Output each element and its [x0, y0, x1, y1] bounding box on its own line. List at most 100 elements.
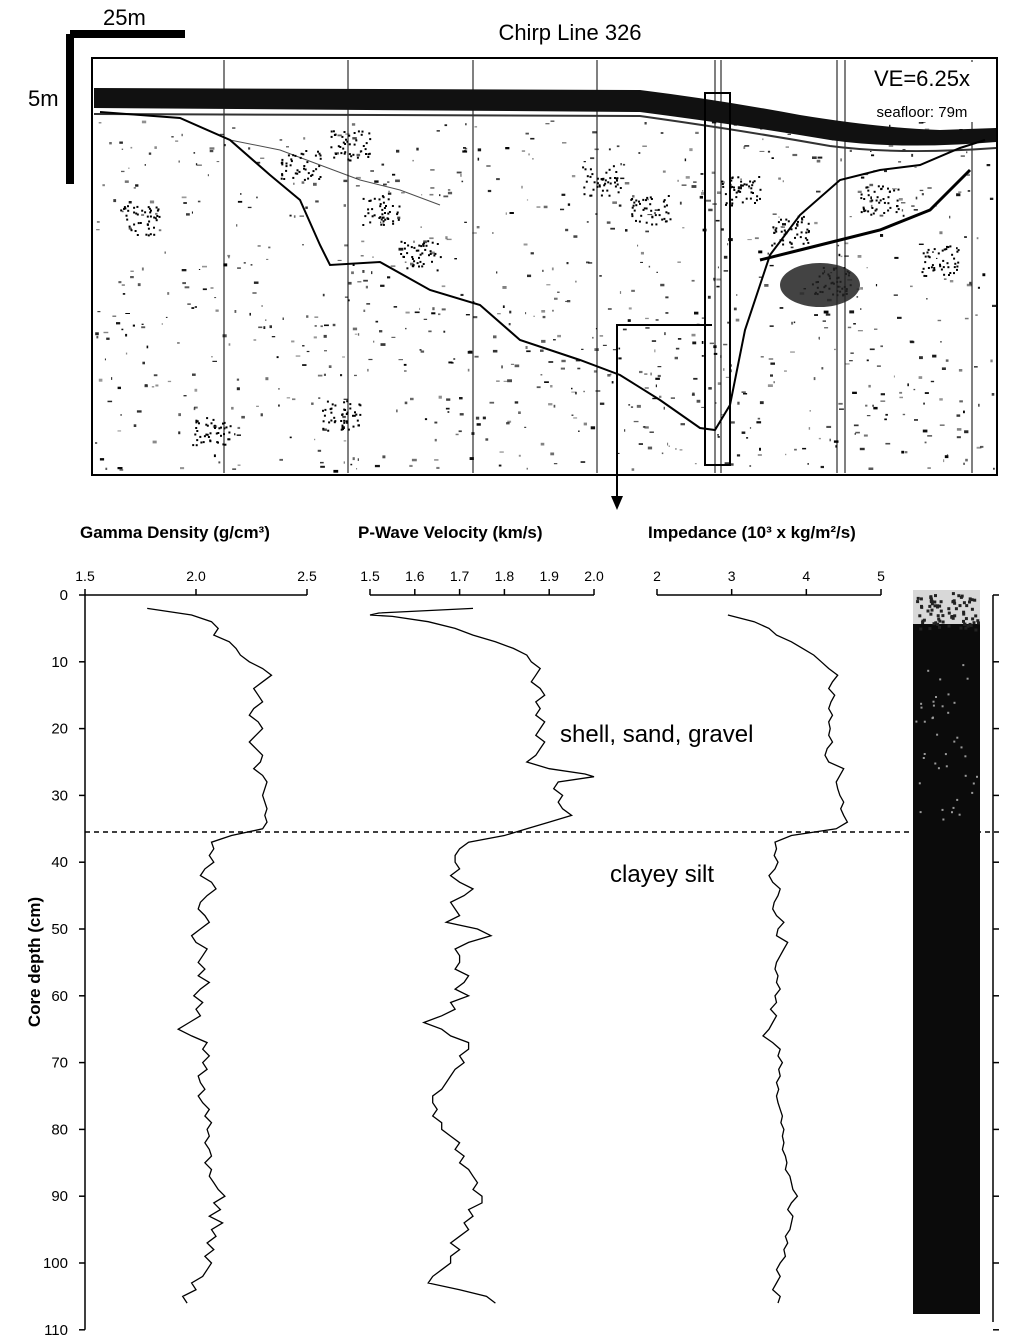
core-speck — [947, 693, 950, 696]
noise-speck — [353, 414, 356, 417]
noise-speck — [348, 134, 351, 137]
noise-speck — [756, 421, 762, 424]
noise-speck — [318, 178, 321, 180]
noise-speck — [782, 223, 786, 226]
noise-speck — [388, 211, 391, 213]
noise-speck — [596, 182, 599, 185]
noise-speck — [540, 374, 543, 376]
x-tick-label: 5 — [877, 568, 885, 584]
noise-speck — [580, 461, 586, 463]
noise-speck — [313, 336, 317, 339]
noise-speck — [343, 440, 347, 442]
noise-speck — [855, 431, 860, 434]
noise-speck — [324, 350, 327, 352]
noise-speck — [542, 315, 546, 319]
noise-speck — [620, 163, 622, 166]
gamma-axis-title: Gamma Density (g/cm³) — [80, 523, 270, 542]
noise-speck — [963, 410, 965, 414]
noise-speck — [302, 364, 307, 366]
noise-speck — [330, 419, 333, 422]
noise-speck — [923, 274, 926, 277]
noise-speck — [311, 402, 314, 405]
noise-speck — [387, 181, 390, 183]
noise-speck — [183, 395, 187, 397]
noise-speck — [611, 381, 614, 384]
noise-speck — [427, 240, 430, 243]
noise-speck — [341, 426, 345, 429]
noise-speck — [292, 398, 296, 401]
log-panel: Gamma Density (g/cm³) P-Wave Velocity (k… — [25, 523, 1000, 1339]
noise-speck — [121, 148, 124, 150]
core-speck — [934, 594, 937, 598]
noise-speck — [193, 152, 196, 154]
core-speck — [973, 598, 977, 602]
noise-speck — [234, 433, 236, 436]
noise-speck — [871, 207, 874, 209]
noise-speck — [896, 199, 899, 202]
noise-speck — [465, 147, 468, 150]
noise-speck — [400, 240, 403, 243]
noise-speck — [525, 312, 527, 315]
noise-speck — [771, 244, 774, 247]
noise-speck — [877, 185, 880, 188]
noise-speck — [607, 308, 612, 310]
noise-speck — [897, 208, 900, 211]
noise-speck — [958, 191, 962, 193]
noise-speck — [215, 309, 219, 312]
noise-speck — [783, 229, 786, 232]
noise-speck — [344, 296, 348, 298]
noise-speck — [541, 310, 546, 313]
noise-speck — [941, 367, 946, 370]
core-speck — [933, 600, 937, 604]
noise-speck — [953, 266, 956, 269]
noise-speck — [743, 393, 748, 395]
noise-speck — [599, 335, 604, 337]
noise-speck — [737, 401, 740, 405]
noise-speck — [921, 271, 924, 274]
noise-speck — [268, 246, 271, 249]
noise-speck — [415, 249, 418, 252]
noise-speck — [431, 260, 433, 263]
noise-speck — [756, 199, 758, 202]
noise-speck — [801, 217, 803, 220]
noise-speck — [492, 349, 498, 353]
noise-speck — [794, 448, 797, 451]
noise-speck — [787, 220, 790, 223]
noise-speck — [349, 407, 352, 410]
noise-speck — [237, 464, 241, 466]
noise-speck — [620, 177, 625, 180]
core-speck — [951, 811, 953, 814]
noise-speck — [224, 443, 227, 446]
core-speck — [929, 600, 933, 603]
noise-speck — [821, 367, 824, 370]
noise-speck — [550, 120, 555, 122]
noise-speck — [801, 218, 804, 221]
core-speck — [971, 617, 975, 621]
noise-speck — [775, 230, 778, 233]
noise-speck — [352, 414, 354, 417]
noise-speck — [362, 270, 365, 273]
noise-speck — [352, 457, 355, 461]
noise-speck — [645, 317, 649, 320]
noise-speck — [872, 404, 874, 407]
noise-speck — [749, 180, 752, 183]
noise-speck — [758, 276, 763, 278]
noise-speck — [662, 200, 665, 203]
noise-speck — [314, 316, 319, 318]
noise-speck — [964, 317, 969, 320]
noise-speck — [939, 231, 943, 235]
depth-tick-label: 20 — [51, 721, 68, 738]
noise-speck — [590, 157, 595, 160]
noise-speck — [735, 191, 738, 194]
noise-speck — [560, 367, 565, 370]
noise-speck — [714, 402, 717, 404]
noise-speck — [155, 219, 158, 222]
noise-speck — [418, 265, 420, 268]
noise-speck — [436, 243, 439, 245]
core-speck — [944, 753, 947, 756]
noise-speck — [870, 150, 872, 152]
noise-speck — [439, 256, 442, 259]
noise-speck — [669, 218, 672, 221]
noise-speck — [867, 189, 870, 192]
noise-speck — [913, 209, 918, 211]
